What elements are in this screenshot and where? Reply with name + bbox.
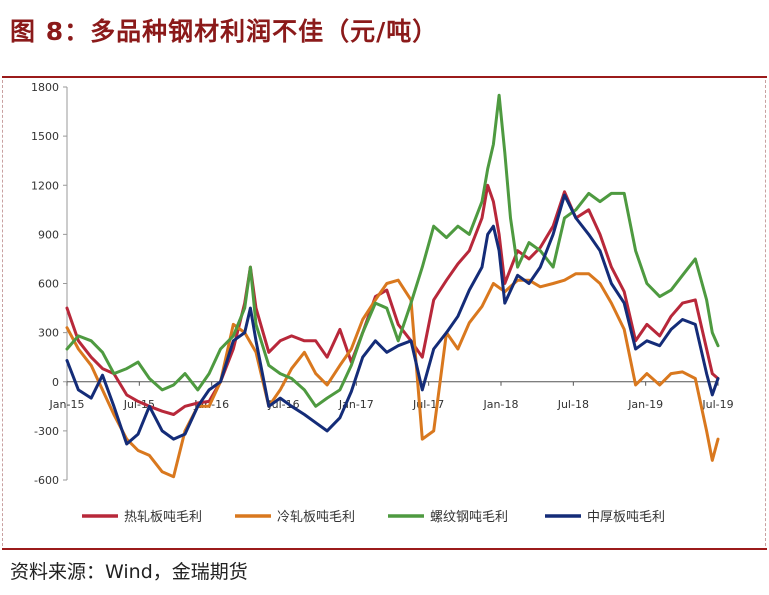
y-tick-label: 900 — [38, 228, 59, 241]
y-tick-label: 0 — [52, 376, 59, 389]
legend-label-0: 热轧板吨毛利 — [124, 510, 202, 525]
legend-label-2: 螺纹钢吨毛利 — [430, 510, 508, 525]
series-line-3 — [65, 193, 720, 446]
y-tick-label: 1500 — [31, 130, 59, 143]
source-note: 资料来源：Wind，金瑞期货 — [10, 561, 248, 583]
x-tick-label: Jul-19 — [701, 398, 733, 411]
series-line-2 — [65, 93, 720, 408]
series-line-0 — [65, 183, 720, 416]
y-axis: 1800 1500 1200 900 600 300 0 -300 -600 — [31, 81, 68, 487]
y-tick-label: -300 — [34, 425, 59, 438]
x-tick-label: Jul-15 — [123, 398, 155, 411]
legend: 热轧板吨毛利 冷轧板吨毛利 螺纹钢吨毛利 中厚板吨毛利 — [82, 510, 665, 525]
x-tick-label: Jan-19 — [627, 398, 663, 411]
top-rule — [2, 76, 767, 78]
left-dashed-border — [2, 80, 3, 546]
bottom-rule — [2, 548, 767, 550]
legend-label-3: 中厚板吨毛利 — [587, 510, 665, 525]
x-tick-label: Jul-17 — [412, 398, 444, 411]
y-tick-label: 1200 — [31, 179, 59, 192]
right-dashed-border — [765, 80, 766, 546]
page-title: 图 8：多品种钢材利润不佳（元/吨） — [10, 17, 439, 46]
y-tick-label: -600 — [34, 474, 59, 487]
y-tick-label: 1800 — [31, 81, 59, 94]
y-tick-label: 600 — [38, 278, 59, 291]
y-tick-label: 300 — [38, 327, 59, 340]
series-line-1 — [65, 272, 720, 479]
x-tick-label: Jan-18 — [483, 398, 519, 411]
series-lines — [65, 93, 720, 479]
x-tick-label: Jul-18 — [557, 398, 589, 411]
legend-label-1: 冷轧板吨毛利 — [277, 510, 355, 525]
x-tick-label: Jan-15 — [49, 398, 85, 411]
